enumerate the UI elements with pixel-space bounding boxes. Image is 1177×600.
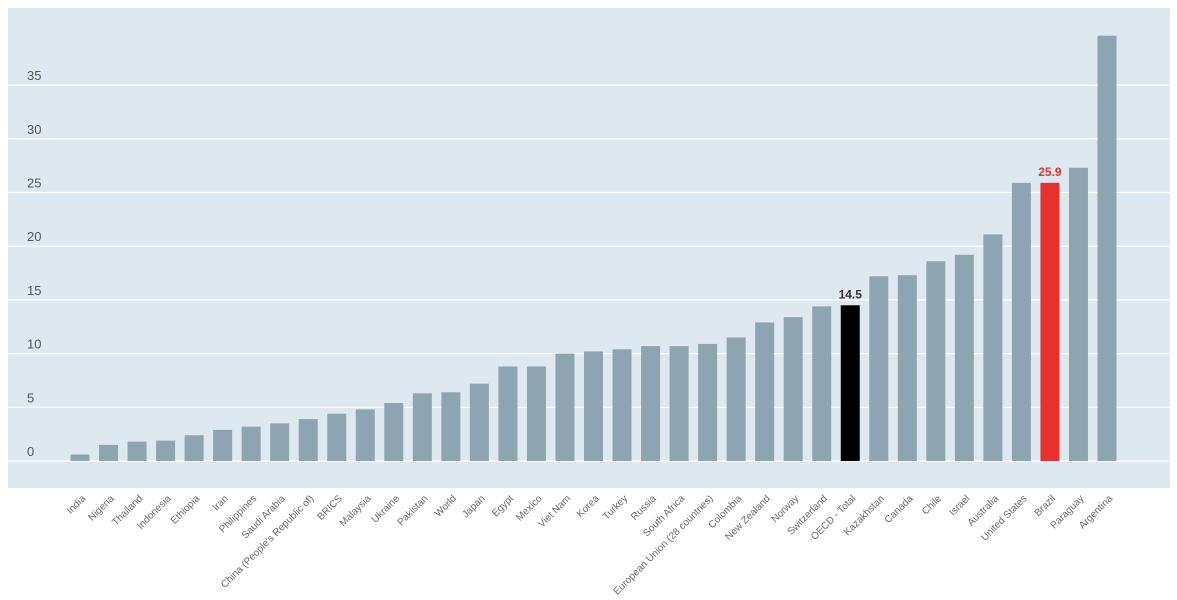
y-tick-label: 5 [27,390,34,405]
bar-iran [213,429,233,461]
bar-malaysia [355,409,375,461]
bar-ethiopia [184,435,204,461]
bar-norway [783,317,803,461]
x-tick-label: Ethiopia [169,493,203,527]
x-tick-label: Japan [460,493,487,520]
bar-china-people-s-republic-of- [298,419,318,461]
bar-ukraine [384,403,404,461]
bar-brazil [1040,182,1060,462]
data-label: 25.9 [1038,165,1062,179]
bar-chile [926,261,946,461]
bar-kazakhstan [869,276,889,461]
bar-saudi-arabia [270,423,290,461]
x-tick-label: India [65,493,88,516]
bar-pakistan [412,393,432,461]
bar-switzerland [812,306,832,461]
x-tick-label: Canada [883,493,916,526]
bar-turkey [612,349,632,461]
bar-oecd-total [840,305,860,461]
y-tick-label: 30 [27,122,41,137]
bar-european-union-28-countries- [698,343,718,461]
x-tick-label: Korea [575,493,602,520]
bar-world [441,392,461,461]
x-tick-label: Pakistan [396,493,431,528]
bar-indonesia [156,440,176,461]
bar-india [70,454,90,461]
bar-argentina [1097,35,1117,462]
y-tick-label: 10 [27,337,41,352]
bar-mexico [526,366,546,461]
bar-philippines [241,426,261,461]
bar-russia [641,346,661,461]
bar-colombia [726,337,746,461]
bar-thailand [127,441,147,461]
y-tick-label: 35 [27,68,41,83]
bar-israel [954,254,974,461]
bar-paraguay [1068,167,1088,461]
bar-united-states [1011,182,1031,462]
bar-japan [469,383,489,461]
bar-australia [983,234,1003,461]
bar-viet-nam [555,353,575,461]
x-tick-label: Israel [947,493,972,518]
bar-south-africa [669,346,689,461]
x-tick-label: Iran [211,493,231,513]
y-tick-label: 25 [27,176,41,191]
bar-canada [897,275,917,461]
bar-egypt [498,366,518,461]
x-tick-label: Chile [920,493,944,517]
y-tick-label: 0 [27,444,34,459]
data-label: 14.5 [839,287,863,301]
x-tick-label: Egypt [490,493,516,519]
bar-nigeria [99,444,119,461]
x-tick-label: Malaysia [338,493,374,529]
y-tick-label: 20 [27,229,41,244]
bar-korea [584,351,603,461]
bar-new-zealand [755,322,775,461]
x-tick-label: Brazil [1033,493,1058,518]
y-tick-label: 15 [27,283,41,298]
bar-brics [327,413,347,461]
x-tick-label: World [433,493,459,519]
x-tick-label: Turkey [601,493,630,522]
